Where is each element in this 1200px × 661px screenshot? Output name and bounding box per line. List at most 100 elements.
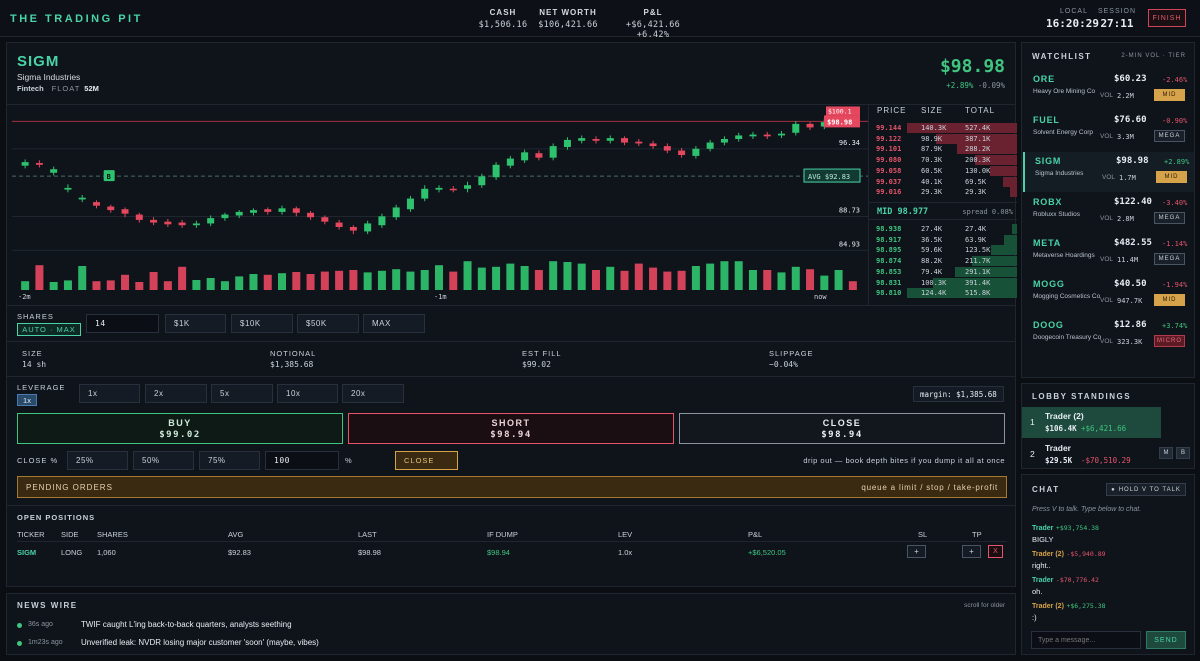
short-button[interactable]: SHORT $98.94	[348, 413, 674, 444]
close-button[interactable]: CLOSE $98.94	[679, 413, 1005, 444]
stop-loss-button[interactable]: +	[907, 545, 926, 558]
leverage-20x-button[interactable]: 20x	[342, 384, 404, 403]
pending-orders-bar[interactable]: PENDING ORDERS queue a limit / stop / ta…	[17, 476, 1007, 498]
depth-bar	[971, 256, 1017, 267]
bid-row[interactable]: 98.853 79.4K 291.1K	[869, 266, 1017, 278]
volume-bar	[363, 272, 372, 290]
volume-bar	[620, 270, 629, 290]
ask-row[interactable]: 99.058 60.5K 130.0K	[869, 165, 1017, 177]
divider	[7, 376, 1015, 377]
ticker-meta: Fintech FLOAT 52M	[17, 84, 99, 93]
ask-row[interactable]: 99.080 70.3K 200.3K	[869, 155, 1017, 166]
candle-body	[50, 169, 58, 173]
leverage-active[interactable]: 1x	[17, 394, 37, 406]
ask-row[interactable]: 99.122 98.9K 387.1K	[869, 133, 1017, 145]
watchlist-item-robx[interactable]: ROBX Robluxx Studios $122.40 -3.40% VOL 2.8M M…	[1023, 193, 1194, 233]
send-button[interactable]: SEND	[1146, 631, 1186, 649]
wl-price: $482.55	[1114, 238, 1152, 248]
take-profit-button[interactable]: +	[962, 545, 981, 558]
push-to-talk-button[interactable]: ● HOLD V TO TALK	[1106, 483, 1186, 496]
candle-body	[21, 162, 29, 166]
price-chart[interactable]: 96.34 88.73 84.93 -2m -1m now $100.1 $98.98 AVG …	[12, 105, 868, 301]
wl-vol: 2.2M	[1117, 92, 1134, 100]
close-price: $98.94	[821, 430, 863, 440]
auto-max-toggle[interactable]: AUTO · MAX	[17, 323, 81, 336]
volume-bar	[506, 263, 515, 290]
book-total: 291.1K	[965, 267, 991, 276]
wl-price: $60.23	[1114, 74, 1147, 84]
leverage-5x-button[interactable]: 5x	[211, 384, 273, 403]
leverage-2x-button[interactable]: 2x	[145, 384, 207, 403]
close-position-button[interactable]: X	[988, 545, 1003, 558]
price-level-label: 84.93	[839, 240, 860, 248]
push-to-talk-label: HOLD V TO TALK	[1118, 486, 1181, 493]
bid-row[interactable]: 98.810 124.4K 515.8K	[869, 288, 1017, 299]
drip-note: drip out — book depth bites if you dump …	[803, 456, 1005, 465]
bid-row[interactable]: 98.831 100.3K 391.4K	[869, 277, 1017, 289]
avg-price-tag: AVG $92.83	[808, 173, 850, 181]
pos-pnl: +$6,520.05	[748, 548, 786, 557]
ask-row[interactable]: 99.144 140.3K 527.4K	[869, 123, 1017, 134]
volume-bar	[149, 272, 158, 290]
quick-10k-button[interactable]: $10K	[231, 314, 293, 333]
news-item[interactable]: 36s ago TWIF caught L'ing back-to-back q…	[17, 620, 1007, 634]
candle-body	[606, 138, 614, 141]
candle-body	[406, 198, 414, 210]
buy-button[interactable]: BUY $99.02	[17, 413, 343, 444]
ask-row[interactable]: 99.037 40.1K 69.5K	[869, 176, 1017, 188]
bid-row[interactable]: 98.874 88.2K 211.7K	[869, 256, 1017, 267]
live-dot-icon	[17, 623, 22, 628]
pos-shares: 1,060	[97, 548, 116, 557]
close-pct-button[interactable]: CLOSE	[395, 451, 458, 470]
chat-message: Trader +$93,754.38 BIGLY	[1032, 522, 1099, 544]
watchlist-item-doog[interactable]: DOOG Doogecoin Treasury Co $12.86 +3.74% VOL…	[1023, 316, 1194, 356]
notional-label: NOTIONAL	[270, 349, 317, 358]
close-75-button[interactable]: 75%	[199, 451, 260, 470]
book-total: 123.5K	[965, 246, 991, 255]
close-25-button[interactable]: 25%	[67, 451, 128, 470]
bid-row[interactable]: 98.938 27.4K 27.4K	[869, 224, 1017, 235]
pos-lev: 1.0x	[618, 548, 633, 557]
bid-row[interactable]: 98.917 36.5K 63.9K	[869, 234, 1017, 246]
block-button[interactable]: B	[1176, 447, 1190, 459]
close-pct-input[interactable]: 100	[265, 451, 339, 470]
book-total: 391.4K	[965, 278, 991, 287]
lobby-title: LOBBY STANDINGS	[1032, 392, 1132, 401]
pos-ticker[interactable]: SIGM	[17, 548, 37, 557]
watchlist-item-sigm[interactable]: SIGM Sigma Industries $98.98 +2.89% VOL 1.7M M…	[1023, 152, 1194, 192]
ask-row[interactable]: 99.101 87.9K 288.2K	[869, 144, 1017, 155]
leverage-1x-button[interactable]: 1x	[79, 384, 140, 403]
news-item[interactable]: 1m23s ago Unverified leak: NVDR losing m…	[17, 638, 1007, 652]
quick-1k-button[interactable]: $1K	[165, 314, 226, 333]
quick-max-button[interactable]: MAX	[363, 314, 425, 333]
news-time: 36s ago	[28, 621, 53, 628]
watchlist-item-mogg[interactable]: MOGG Mogging Cosmetics Co $40.50 -1.94% VOL 9…	[1023, 275, 1194, 315]
watchlist-item-fuel[interactable]: FUEL Solvent Energy Corp $76.60 -0.90% VOL 3.…	[1023, 111, 1194, 151]
volume-bar	[449, 271, 458, 290]
mute-button[interactable]: M	[1159, 447, 1173, 459]
shares-input[interactable]: 14	[86, 314, 159, 333]
change-pct: +2.89%	[946, 81, 974, 90]
close-50-button[interactable]: 50%	[133, 451, 194, 470]
volume-bar	[78, 266, 87, 290]
watchlist-item-meta[interactable]: META Metaverse Hoardings $482.55 -1.14% VOL 1…	[1023, 234, 1194, 274]
price-level-label: 96.34	[839, 139, 860, 147]
chat-input[interactable]	[1031, 631, 1141, 649]
wl-vol: 323.3K	[1117, 338, 1143, 346]
depth-bar	[935, 133, 1017, 144]
leverage-10x-button[interactable]: 10x	[277, 384, 338, 403]
volume-bar	[178, 266, 187, 290]
volume-bar	[335, 270, 344, 290]
ask-row[interactable]: 99.016 29.3K 29.3K	[869, 187, 1017, 198]
short-price: $98.94	[490, 430, 532, 440]
bid-row[interactable]: 98.895 59.6K 123.5K	[869, 245, 1017, 256]
pos-header-sl: SL	[918, 530, 928, 539]
pos-last: $98.98	[358, 548, 381, 557]
finish-button[interactable]: FINISH	[1148, 9, 1186, 27]
quick-50k-button[interactable]: $50K	[297, 314, 359, 333]
depth-bar	[1002, 176, 1017, 187]
candle-body	[78, 197, 86, 200]
local-clock: LOCAL 16:20:29	[1046, 8, 1099, 30]
candle-body	[392, 207, 400, 218]
watchlist-item-ore[interactable]: ORE Heavy Ore Mining Co $60.23 -2.46% VOL 2.2…	[1023, 70, 1194, 110]
